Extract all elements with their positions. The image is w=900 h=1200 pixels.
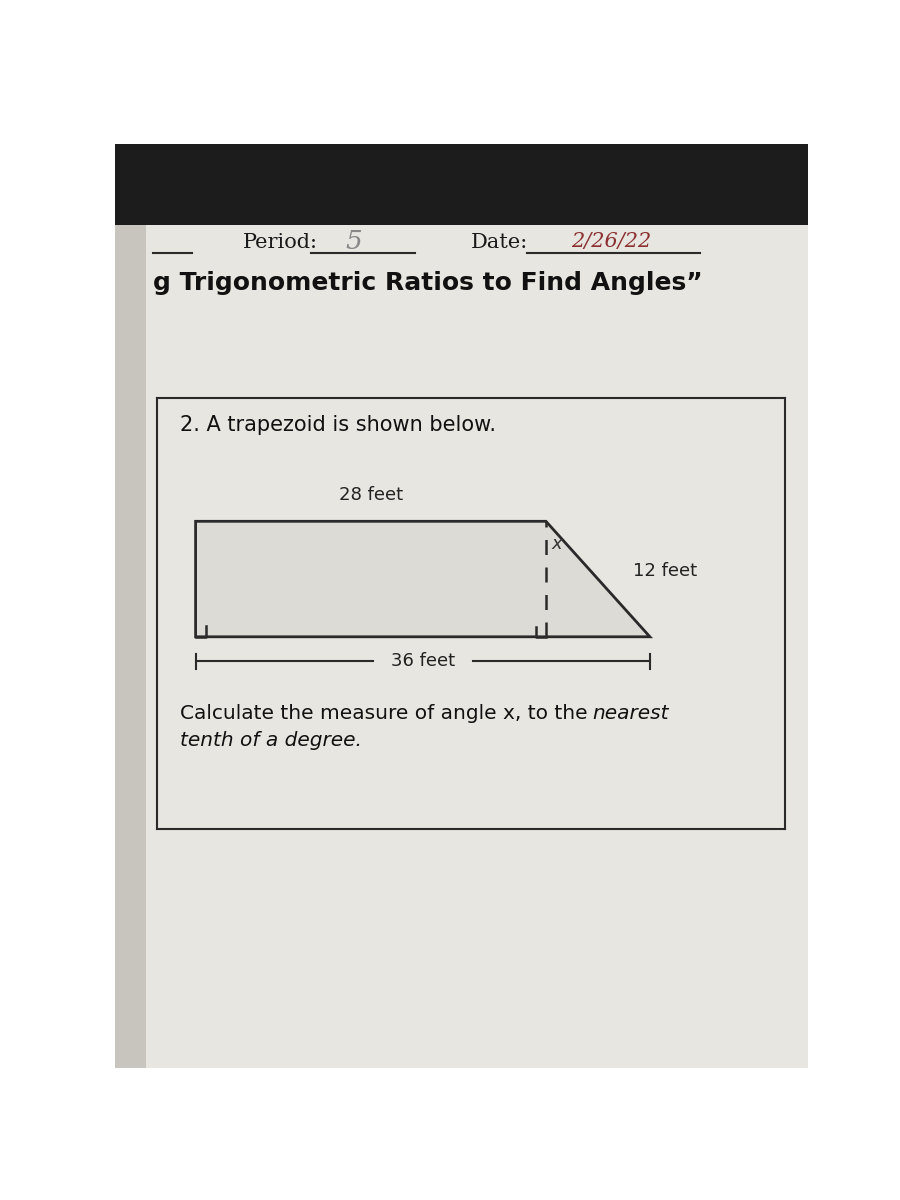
Polygon shape xyxy=(115,224,146,1068)
Text: 36 feet: 36 feet xyxy=(391,653,454,671)
Text: Calculate the measure of angle x, to the: Calculate the measure of angle x, to the xyxy=(180,704,594,724)
Text: Period:: Period: xyxy=(243,233,318,252)
Text: 12 feet: 12 feet xyxy=(633,563,697,581)
Polygon shape xyxy=(146,224,808,1068)
Text: nearest: nearest xyxy=(592,704,669,724)
Polygon shape xyxy=(195,521,650,637)
Text: 28 feet: 28 feet xyxy=(338,486,403,504)
Text: x: x xyxy=(552,535,562,553)
Text: 5: 5 xyxy=(345,228,362,253)
Text: tenth of a degree.: tenth of a degree. xyxy=(180,731,362,750)
Text: 2. A trapezoid is shown below.: 2. A trapezoid is shown below. xyxy=(180,415,496,436)
Text: g Trigonometric Ratios to Find Angles”: g Trigonometric Ratios to Find Angles” xyxy=(153,270,703,294)
Text: 2/26/22: 2/26/22 xyxy=(572,232,652,251)
Text: Date:: Date: xyxy=(471,233,528,252)
Polygon shape xyxy=(115,144,808,224)
